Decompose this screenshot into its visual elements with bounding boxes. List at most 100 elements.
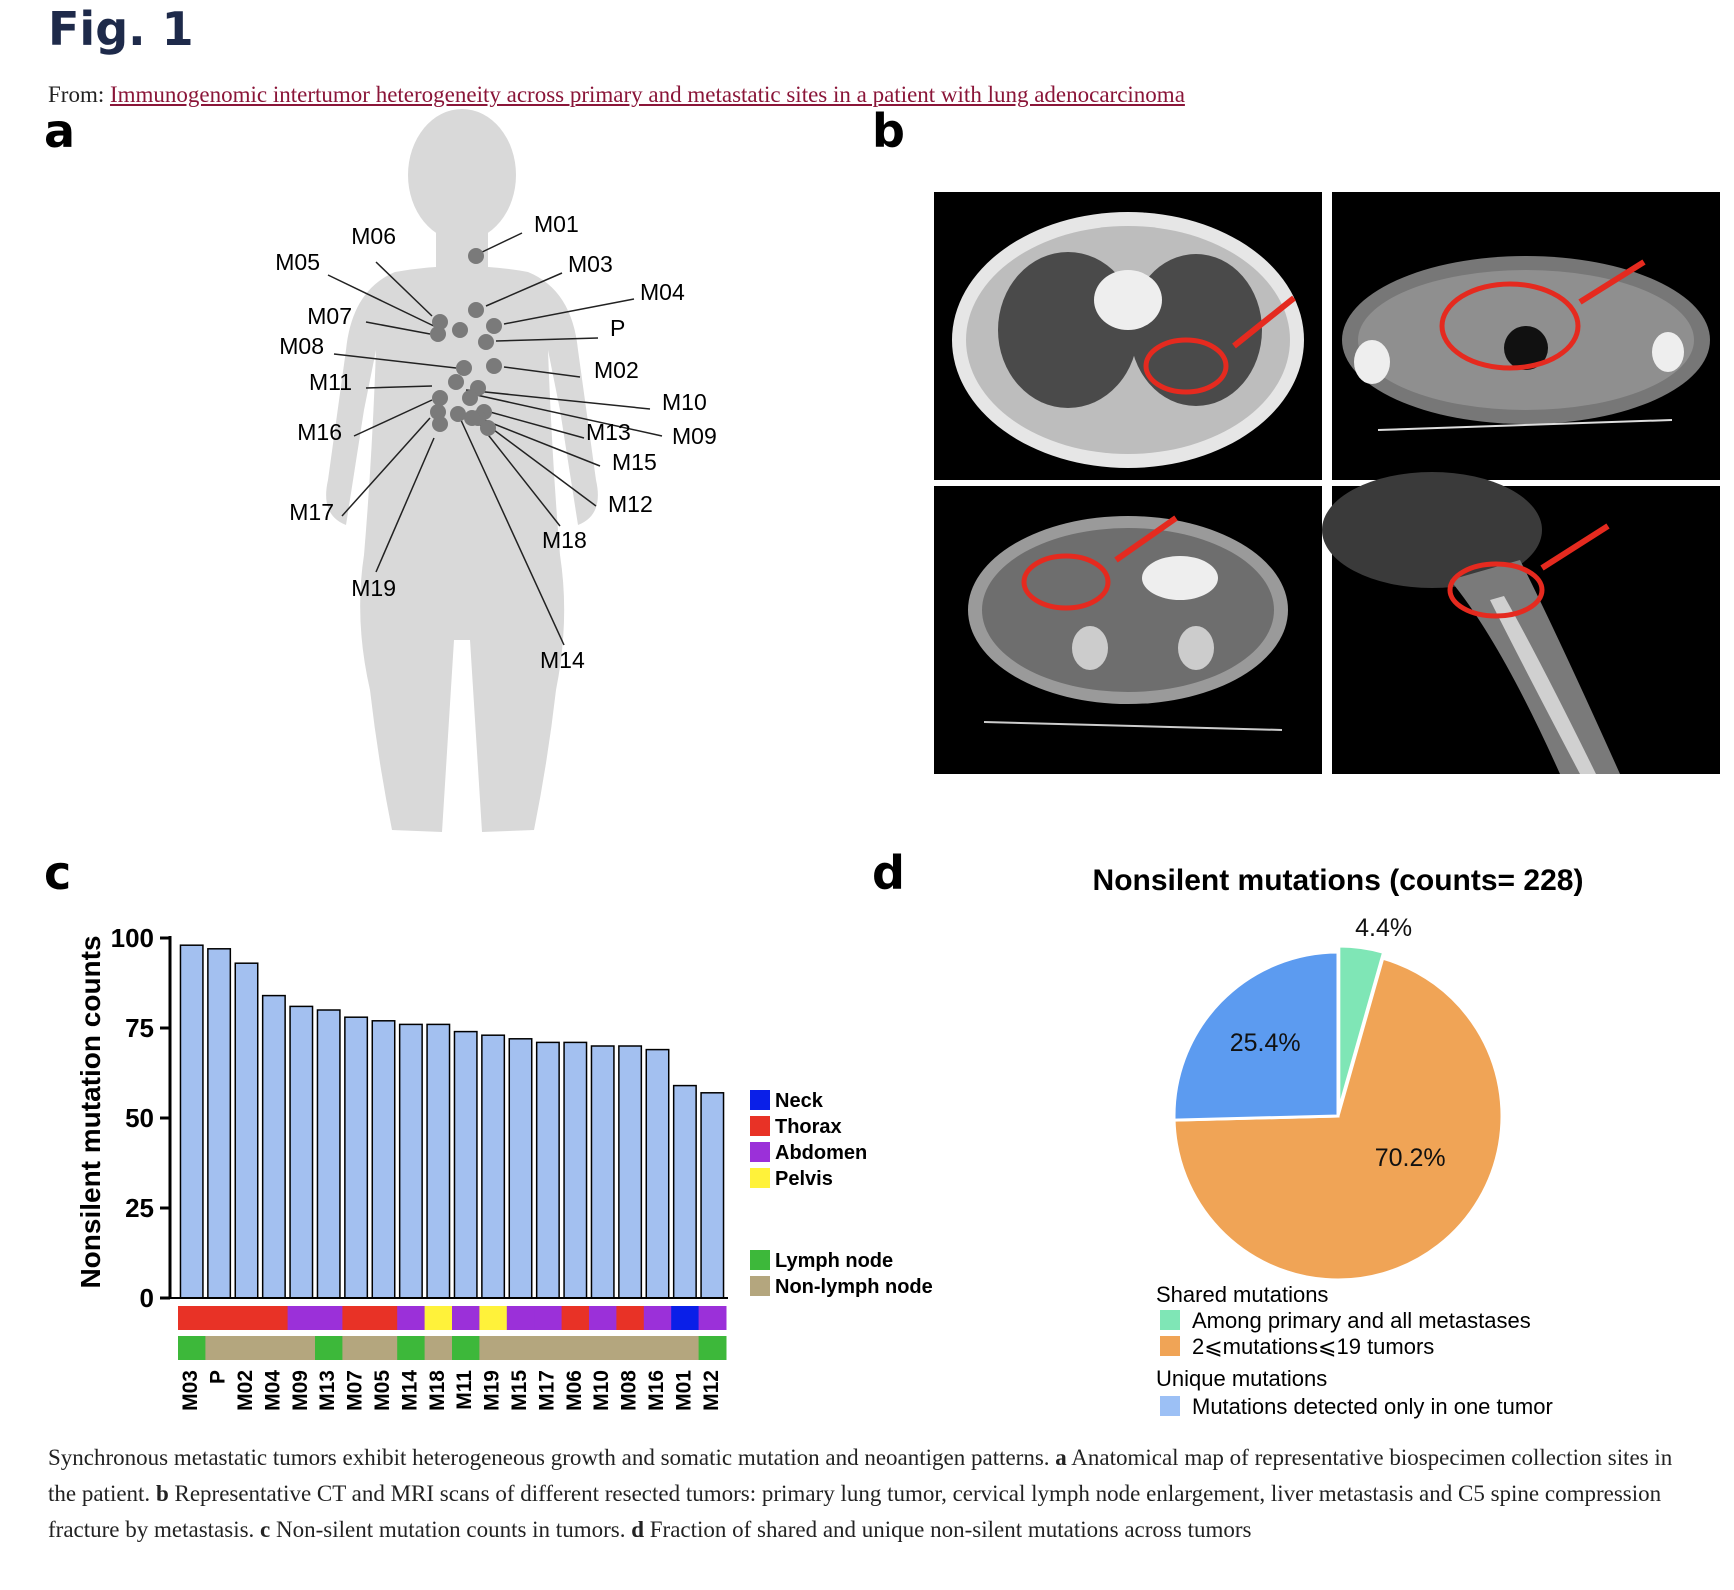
pie-slice-label-0: 4.4%: [1355, 914, 1412, 942]
region-cell-m05: [369, 1306, 398, 1330]
bar-x-label-m04: M04: [261, 1370, 284, 1411]
caption-text-c: Non-silent mutation counts in tumors.: [270, 1517, 632, 1542]
region-cell-m09: [287, 1306, 316, 1330]
bar-x-label-m06: M06: [563, 1370, 586, 1411]
bar-x-label-m05: M05: [371, 1370, 394, 1411]
region-cell-m13: [315, 1306, 343, 1330]
node-cell-m14: [397, 1336, 426, 1360]
bar-m18: [426, 1023, 451, 1299]
bar-m06: [563, 1041, 588, 1299]
pie-slice-1: [1172, 956, 1504, 1282]
bar-m05: [371, 1020, 396, 1299]
body-site-label-m01: M01: [534, 211, 579, 237]
bar-y-tick-label: 0: [140, 1283, 154, 1313]
body-site-dot-m19: [432, 416, 448, 432]
legend-swatch-abdomen: [750, 1142, 770, 1162]
node-cell-m07: [342, 1336, 371, 1360]
bar-x-label-m11: M11: [453, 1370, 476, 1410]
node-cell-m05: [369, 1336, 398, 1360]
body-site-dot-m11: [448, 374, 464, 390]
figure-caption: Synchronous metastatic tumors exhibit he…: [48, 1440, 1688, 1548]
bar-chart-ylabel: Nonsilent mutation counts: [75, 935, 106, 1288]
from-prefix: From:: [48, 82, 110, 107]
node-cell-m02: [232, 1336, 261, 1360]
body-leader-p: [495, 337, 599, 342]
body-leader-m05: [327, 274, 439, 329]
body-leader-m09: [471, 393, 663, 437]
pie-chart: Nonsilent mutations (counts= 228) 4.4% 70…: [1093, 864, 1584, 1419]
body-leader-m17: [341, 417, 431, 517]
scan-ct-liver: [934, 486, 1322, 774]
region-cell-m03: [178, 1306, 206, 1330]
bar-x-label-m02: M02: [234, 1370, 257, 1411]
node-cell-m13: [315, 1336, 343, 1360]
legend-swatch-neck: [750, 1090, 770, 1110]
caption-key-c: c: [260, 1517, 271, 1542]
bar-x-label-m16: M16: [645, 1370, 668, 1411]
bar-x-label-m08: M08: [618, 1370, 641, 1411]
scan-grid: [934, 192, 1720, 774]
region-cell-m16: [643, 1306, 672, 1330]
bar-m01: [672, 1084, 697, 1299]
panel-d-letter: d: [872, 846, 905, 900]
body-site-label-m12: M12: [608, 491, 653, 517]
node-cell-m18: [424, 1336, 453, 1360]
body-leader-m03: [485, 272, 563, 307]
panel-b-letter: b: [872, 104, 905, 158]
bar-m09: [289, 1005, 314, 1299]
legend-swatch-non-lymph-node: [750, 1276, 770, 1296]
pie-title: Nonsilent mutations (counts= 228): [1093, 864, 1584, 897]
bar-y-tick-label: 100: [111, 923, 154, 953]
caption-key-a: a: [1055, 1445, 1067, 1470]
bar-x-label-m18: M18: [426, 1370, 449, 1411]
body-leader-m18: [477, 421, 561, 527]
body-site-dot-m02: [486, 358, 502, 374]
pie-legend-swatch-shared-1: [1160, 1336, 1180, 1356]
body-site-dot-m18: [464, 410, 480, 426]
pie-slice-label-2: 25.4%: [1230, 1029, 1301, 1057]
bar-x-label-m19: M19: [481, 1370, 504, 1411]
node-cell-m16: [643, 1336, 672, 1360]
pie-slice-2: [1172, 950, 1340, 1122]
region-cell-m10: [589, 1306, 617, 1330]
body-site-dot-m17: [430, 404, 446, 420]
article-link[interactable]: Immunogenomic intertumor heterogeneity a…: [109, 82, 1185, 107]
body-leader-m10: [465, 389, 651, 410]
node-cell-m01: [671, 1336, 700, 1360]
pie-legend-label-unique-0: Mutations detected only in one tumor: [1192, 1394, 1553, 1419]
bar-m04: [261, 994, 286, 1299]
body-site-label-m02: M02: [594, 357, 639, 383]
node-cell-m19: [479, 1336, 508, 1360]
body-site-label-m04: M04: [640, 279, 685, 305]
region-cell-m17: [534, 1306, 563, 1330]
body-site-label-m17: M17: [289, 499, 334, 525]
body-site-dot-p: [478, 334, 494, 350]
body-leader-m16: [353, 399, 433, 437]
body-leader-m02: [503, 366, 581, 378]
pie-legend-swatch-unique-0: [1160, 1396, 1180, 1416]
node-cell-m10: [589, 1336, 617, 1360]
body-site-dot-m08: [456, 360, 472, 376]
bar-m16: [645, 1048, 670, 1299]
body-site-label-m13: M13: [586, 419, 631, 445]
body-site-label-m06: M06: [351, 223, 396, 249]
body-site-label-m03: M03: [568, 251, 613, 277]
pie-slice-label-1: 70.2%: [1375, 1144, 1446, 1172]
body-site-dot-m03: [468, 302, 484, 318]
from-line: From: Immunogenomic intertumor heterogen…: [48, 82, 1185, 108]
bar-m17: [535, 1041, 560, 1299]
body-map: M01 M03 M04 P M02 M10 M09 M13 M15 M12 M18 M14 M06 M05…: [275, 109, 717, 832]
body-site-label-m05: M05: [275, 249, 320, 275]
body-site-label-m19: M19: [351, 575, 396, 601]
legend-swatch-pelvis: [750, 1168, 770, 1188]
node-cell-p: [205, 1336, 234, 1360]
figure-title: Fig. 1: [48, 2, 194, 56]
body-site-dot-m09: [462, 390, 478, 406]
legend-swatch-thorax: [750, 1116, 770, 1136]
region-cell-m04: [260, 1306, 289, 1330]
node-cell-m17: [534, 1336, 563, 1360]
scan-ct-lung: [934, 192, 1322, 480]
bar-y-tick-label: 75: [125, 1013, 154, 1043]
bar-x-label-m03: M03: [179, 1370, 202, 1411]
caption-key-b: b: [155, 1481, 169, 1506]
